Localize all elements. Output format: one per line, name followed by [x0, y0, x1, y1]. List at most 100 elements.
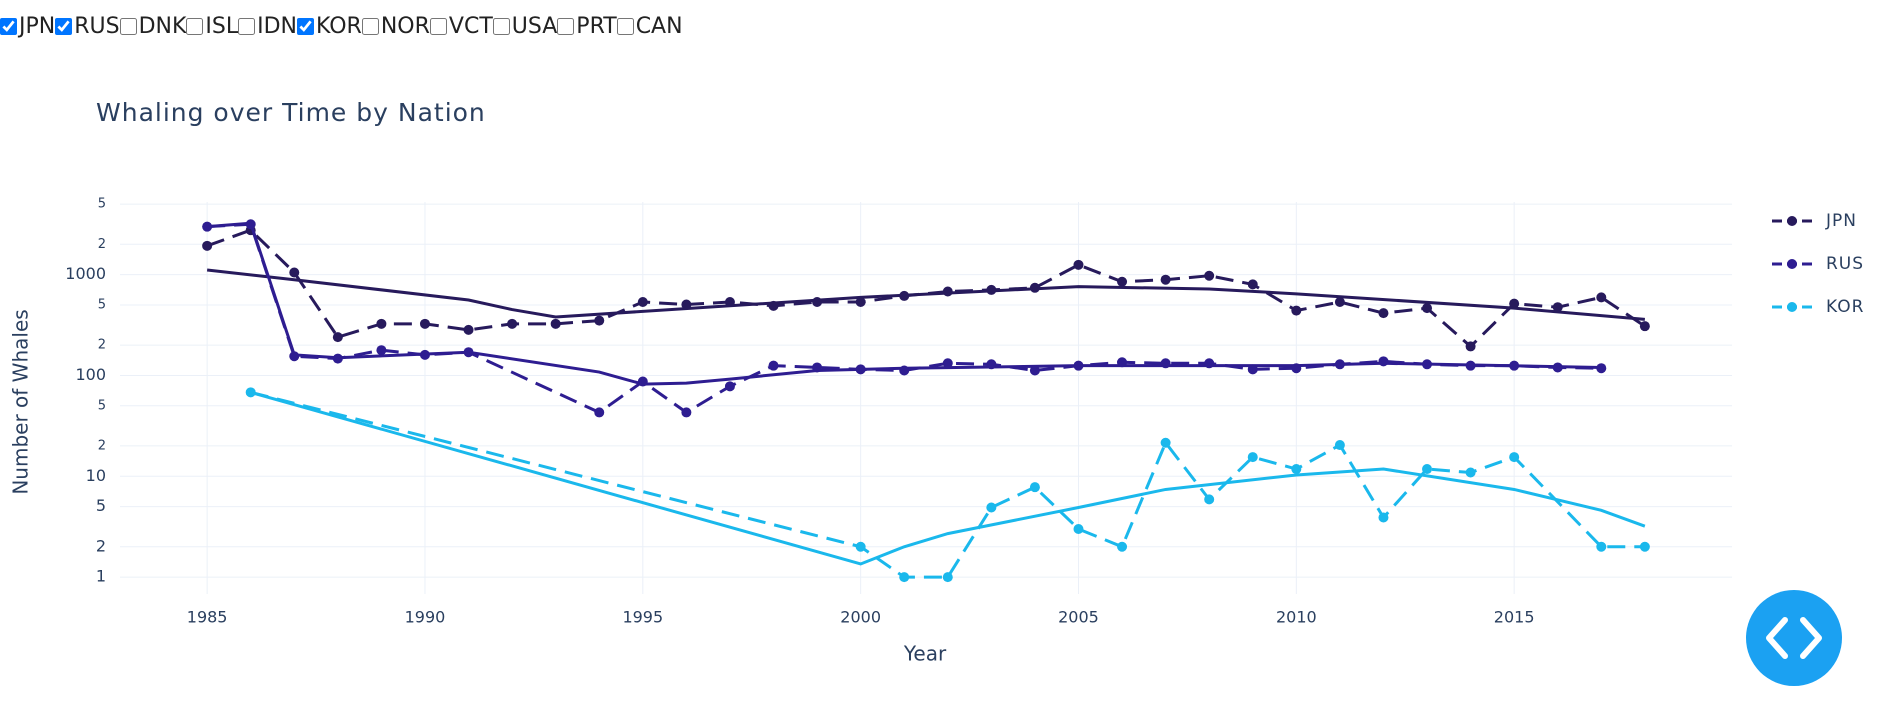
checkbox-label[interactable]: CAN: [635, 14, 683, 39]
marker: [332, 353, 343, 364]
marker: [1465, 360, 1476, 371]
marker: [1204, 358, 1215, 369]
marker: [289, 351, 300, 362]
x-tick-label: 2015: [1494, 608, 1535, 627]
trend-line: [207, 221, 1602, 386]
checkbox[interactable]: [492, 18, 510, 35]
marker: [1247, 279, 1258, 290]
checkbox[interactable]: [119, 18, 137, 35]
checkbox-item[interactable]: IDN: [238, 14, 297, 39]
checkbox[interactable]: [361, 18, 379, 35]
checkbox-item[interactable]: ISL: [186, 14, 238, 39]
checkbox[interactable]: [429, 18, 447, 35]
y-tick-label: 1: [96, 567, 106, 586]
checkbox-item[interactable]: DNK: [119, 14, 187, 39]
marker: [942, 572, 953, 583]
marker: [899, 290, 910, 301]
country-filter: JPN RUS DNK ISL IDN KOR NOR VCT USA PRT CAN: [0, 14, 683, 39]
checkbox-item[interactable]: KOR: [297, 14, 362, 39]
legend-label: KOR: [1826, 297, 1864, 317]
marker: [1160, 274, 1171, 285]
checkbox-label[interactable]: DNK: [138, 14, 187, 39]
marker: [1247, 452, 1258, 463]
marker: [376, 318, 387, 329]
checkbox-label[interactable]: KOR: [316, 14, 362, 39]
legend-item[interactable]: KOR: [1772, 297, 1864, 317]
chart-title: Whaling over Time by Nation: [96, 98, 486, 127]
checkbox-item[interactable]: PRT: [557, 14, 617, 39]
x-axis-title: Year: [903, 642, 947, 666]
marker: [289, 267, 300, 278]
marker: [1073, 524, 1084, 535]
marker: [681, 407, 692, 418]
legend-label: RUS: [1826, 254, 1864, 274]
marker: [1639, 541, 1650, 552]
marker: [1117, 276, 1128, 287]
marker: [812, 297, 823, 308]
y-tick-label: 2: [98, 438, 106, 453]
marker: [855, 297, 866, 308]
marker: [202, 221, 213, 232]
marker: [1596, 541, 1607, 552]
x-tick-label: 1985: [187, 608, 228, 627]
marker: [1422, 303, 1433, 314]
legend-item[interactable]: RUS: [1772, 254, 1864, 274]
marker: [550, 318, 561, 329]
marker: [637, 297, 648, 308]
checkbox-label[interactable]: USA: [511, 14, 558, 39]
code-button[interactable]: [1746, 590, 1842, 686]
legend-marker: [1787, 302, 1797, 312]
marker: [1509, 452, 1520, 463]
checkbox-label[interactable]: PRT: [576, 14, 617, 39]
marker: [1204, 270, 1215, 281]
marker: [1291, 363, 1302, 374]
checkbox[interactable]: [616, 18, 634, 35]
code-icon[interactable]: [1766, 617, 1822, 659]
checkbox-item[interactable]: CAN: [616, 14, 683, 39]
marker: [681, 299, 692, 310]
marker: [1029, 365, 1040, 376]
marker: [1378, 308, 1389, 319]
marker: [202, 240, 213, 251]
marker: [245, 219, 256, 230]
marker: [855, 364, 866, 375]
marker: [1378, 356, 1389, 367]
checkbox-label[interactable]: JPN: [19, 14, 56, 39]
checkbox[interactable]: [238, 18, 256, 35]
series-line: [250, 390, 1645, 579]
marker: [1291, 464, 1302, 475]
checkbox-item[interactable]: VCT: [429, 14, 493, 39]
marker: [1247, 364, 1258, 375]
marker: [1422, 464, 1433, 475]
checkbox[interactable]: [297, 18, 315, 35]
legend-label: JPN: [1825, 211, 1857, 231]
checkbox-item[interactable]: RUS: [55, 14, 120, 39]
marker: [594, 315, 605, 326]
marker: [1291, 305, 1302, 316]
checkbox-label[interactable]: NOR: [380, 14, 430, 39]
code-button-bg[interactable]: [1746, 590, 1842, 686]
marker: [812, 362, 823, 373]
x-tick-label: 2010: [1276, 608, 1317, 627]
checkbox-label[interactable]: RUS: [74, 14, 120, 39]
marker: [594, 407, 605, 418]
marker: [1334, 440, 1345, 451]
checkbox[interactable]: [55, 18, 73, 35]
marker: [1422, 359, 1433, 370]
checkbox-label[interactable]: ISL: [205, 14, 239, 39]
marker: [1465, 467, 1476, 478]
checkbox[interactable]: [557, 18, 575, 35]
checkbox[interactable]: [0, 18, 17, 35]
checkbox[interactable]: [186, 18, 204, 35]
checkbox-label[interactable]: IDN: [257, 14, 298, 39]
checkbox-item[interactable]: JPN: [0, 14, 55, 39]
marker: [899, 572, 910, 583]
marker: [332, 332, 343, 343]
marker: [899, 365, 910, 376]
checkbox-item[interactable]: NOR: [361, 14, 430, 39]
marker: [419, 318, 430, 329]
legend-item[interactable]: JPN: [1772, 211, 1857, 231]
marker: [724, 381, 735, 392]
checkbox-label[interactable]: VCT: [448, 14, 493, 39]
checkbox-item[interactable]: USA: [492, 14, 558, 39]
